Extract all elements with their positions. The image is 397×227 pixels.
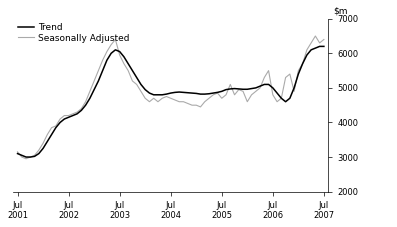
Seasonally Adjusted [173, 99, 177, 101]
Legend: Trend, Seasonally Adjusted: Trend, Seasonally Adjusted [18, 23, 129, 43]
Trend [317, 45, 322, 48]
Seasonally Adjusted [275, 100, 279, 103]
Line: Seasonally Adjusted: Seasonally Adjusted [17, 36, 324, 159]
Seasonally Adjusted [313, 35, 318, 37]
Seasonally Adjusted [87, 90, 92, 93]
Seasonally Adjusted [322, 38, 326, 41]
Trend [15, 152, 20, 155]
Seasonally Adjusted [15, 151, 20, 153]
Line: Trend: Trend [17, 46, 324, 157]
Trend [275, 92, 279, 94]
Trend [296, 73, 301, 75]
Trend [121, 55, 126, 58]
Seasonally Adjusted [121, 62, 126, 65]
Trend [173, 91, 177, 94]
Trend [87, 97, 92, 100]
Seasonally Adjusted [296, 69, 301, 72]
Trend [322, 45, 326, 48]
Text: $m: $m [334, 7, 348, 16]
Seasonally Adjusted [283, 76, 288, 79]
Trend [283, 100, 288, 103]
Seasonally Adjusted [24, 157, 29, 160]
Trend [24, 156, 29, 158]
